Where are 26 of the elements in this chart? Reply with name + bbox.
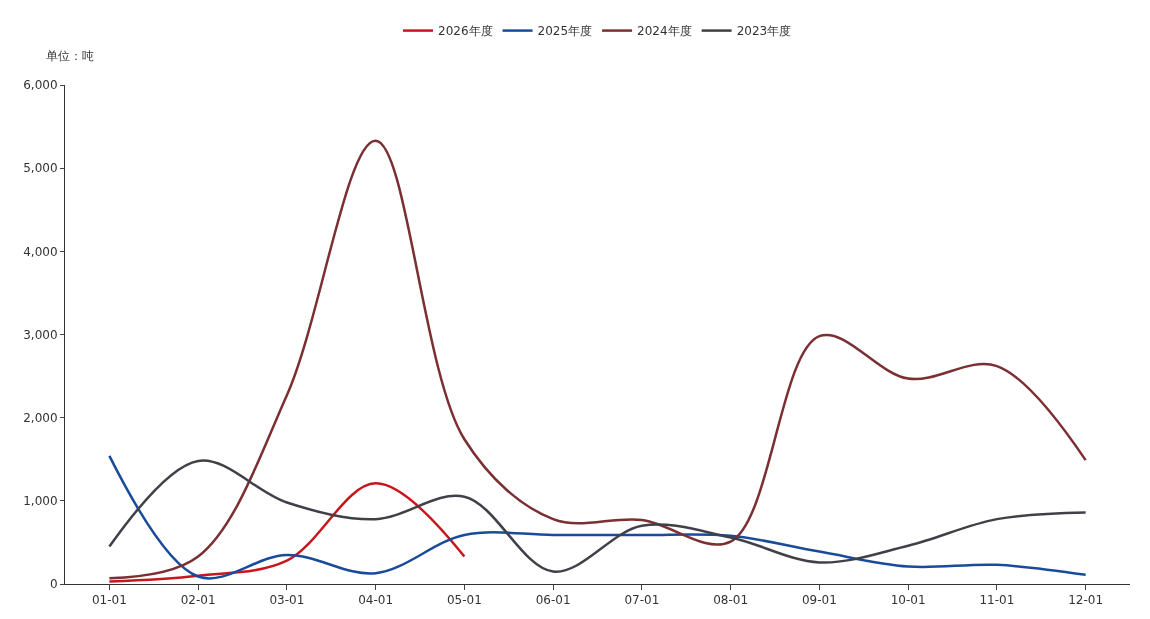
x-tick-label: 08-01 bbox=[713, 593, 749, 608]
legend-label: 2025年度 bbox=[537, 24, 593, 39]
x-tick-label: 09-01 bbox=[801, 593, 837, 608]
x-tick-label: 06-01 bbox=[535, 593, 571, 608]
x-tick-label: 01-01 bbox=[91, 593, 127, 608]
line-series bbox=[108, 482, 466, 583]
y-tick-label: 3,000 bbox=[23, 327, 58, 342]
x-tick-label: 03-01 bbox=[269, 593, 305, 608]
y-axis-title: 单位：吨 bbox=[46, 49, 94, 63]
x-tick-label: 07-01 bbox=[624, 593, 660, 608]
y-tick-label: 0 bbox=[49, 577, 58, 592]
legend-label: 2024年度 bbox=[637, 24, 692, 39]
y-tick-label: 6,000 bbox=[23, 78, 58, 93]
x-tick-label: 11-01 bbox=[979, 593, 1015, 608]
y-tick-label: 2,000 bbox=[23, 410, 58, 425]
x-tick-label: 12-01 bbox=[1068, 593, 1104, 608]
legend-label: 2026年度 bbox=[438, 24, 493, 39]
x-tick-label: 05-01 bbox=[446, 593, 482, 608]
y-tick-label: 4,000 bbox=[23, 244, 58, 259]
legend-label: 2023年度 bbox=[736, 24, 792, 39]
y-tick-label: 1,000 bbox=[23, 494, 58, 509]
line-series bbox=[108, 139, 1087, 580]
x-tick-label: 10-01 bbox=[890, 593, 926, 608]
x-tick-label: 04-01 bbox=[358, 593, 394, 608]
y-tick-label: 5,000 bbox=[23, 161, 58, 176]
x-tick-label: 02-01 bbox=[180, 593, 216, 608]
